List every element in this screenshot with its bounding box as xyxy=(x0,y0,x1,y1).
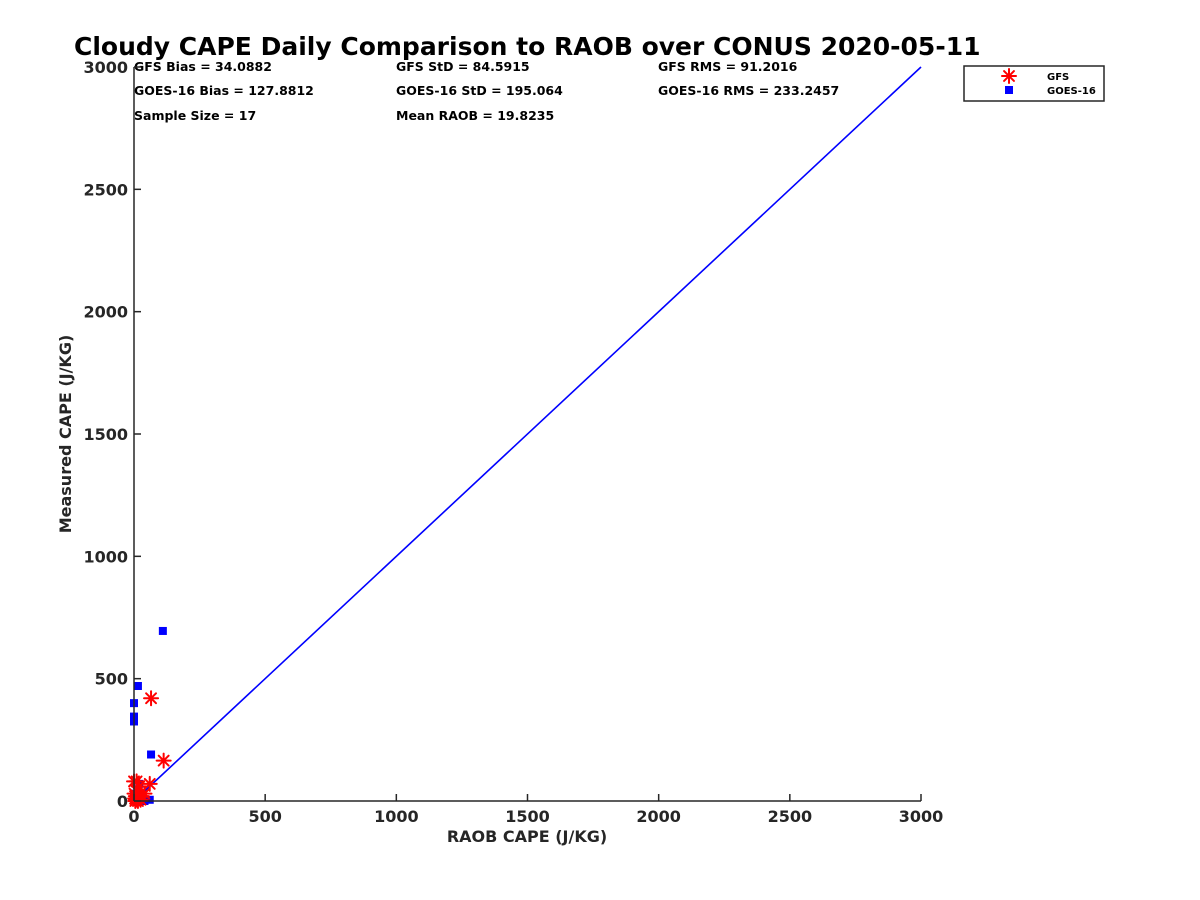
stat-text: Sample Size = 17 xyxy=(134,108,256,123)
legend: GFS GOES-16 xyxy=(963,65,1105,102)
legend-marker-goes16 xyxy=(1005,86,1013,94)
legend-label: GFS xyxy=(1047,72,1069,83)
data-point-gfs xyxy=(141,775,158,792)
x-tick-label: 0 xyxy=(128,807,139,826)
chart-title: Cloudy CAPE Daily Comparison to RAOB ove… xyxy=(74,32,980,61)
stats-block: GFS Bias = 34.0882 GFS StD = 84.5915 GFS R… xyxy=(134,59,839,123)
data-point-goes16 xyxy=(158,626,167,635)
y-tick-label: 2500 xyxy=(83,180,128,199)
y-ticks: 0 500 1000 1500 2000 2500 3000 xyxy=(83,58,141,811)
y-tick-label: 2000 xyxy=(83,303,128,322)
y-tick-label: 500 xyxy=(95,670,128,689)
y-tick-label: 3000 xyxy=(83,58,128,77)
data-point-gfs xyxy=(143,690,160,707)
x-tick-label: 2000 xyxy=(636,807,681,826)
x-tick-label: 1000 xyxy=(374,807,419,826)
y-tick-label: 1000 xyxy=(83,547,128,566)
legend-label: GOES-16 xyxy=(1047,86,1096,97)
stat-text: GOES-16 Bias = 127.8812 xyxy=(134,83,314,98)
x-tick-label: 500 xyxy=(248,807,281,826)
x-ticks: 0 500 1000 1500 2000 2500 3000 xyxy=(128,794,943,826)
stat-text: GFS StD = 84.5915 xyxy=(396,59,530,74)
x-tick-label: 3000 xyxy=(899,807,944,826)
y-axis-label: Measured CAPE (J/KG) xyxy=(56,335,75,534)
data-point-goes16 xyxy=(145,795,154,804)
stat-text: GFS RMS = 91.2016 xyxy=(658,59,798,74)
x-tick-label: 2500 xyxy=(768,807,813,826)
y-tick-label: 1500 xyxy=(83,425,128,444)
one-to-one-line xyxy=(133,66,922,802)
stat-text: Mean RAOB = 19.8235 xyxy=(396,108,554,123)
reference-line-layer xyxy=(133,66,922,802)
data-point-goes16 xyxy=(147,750,156,759)
stat-text: GOES-16 RMS = 233.2457 xyxy=(658,83,839,98)
data-point-gfs xyxy=(155,752,172,769)
x-axis-label: RAOB CAPE (J/KG) xyxy=(447,827,607,846)
legend-marker-gfs xyxy=(1001,68,1017,84)
stat-text: GOES-16 StD = 195.064 xyxy=(396,83,563,98)
stat-text: GFS Bias = 34.0882 xyxy=(134,59,272,74)
y-tick-label: 0 xyxy=(117,792,128,811)
legend-box xyxy=(963,65,1105,102)
data-point-goes16 xyxy=(133,682,142,691)
x-tick-label: 1500 xyxy=(505,807,550,826)
